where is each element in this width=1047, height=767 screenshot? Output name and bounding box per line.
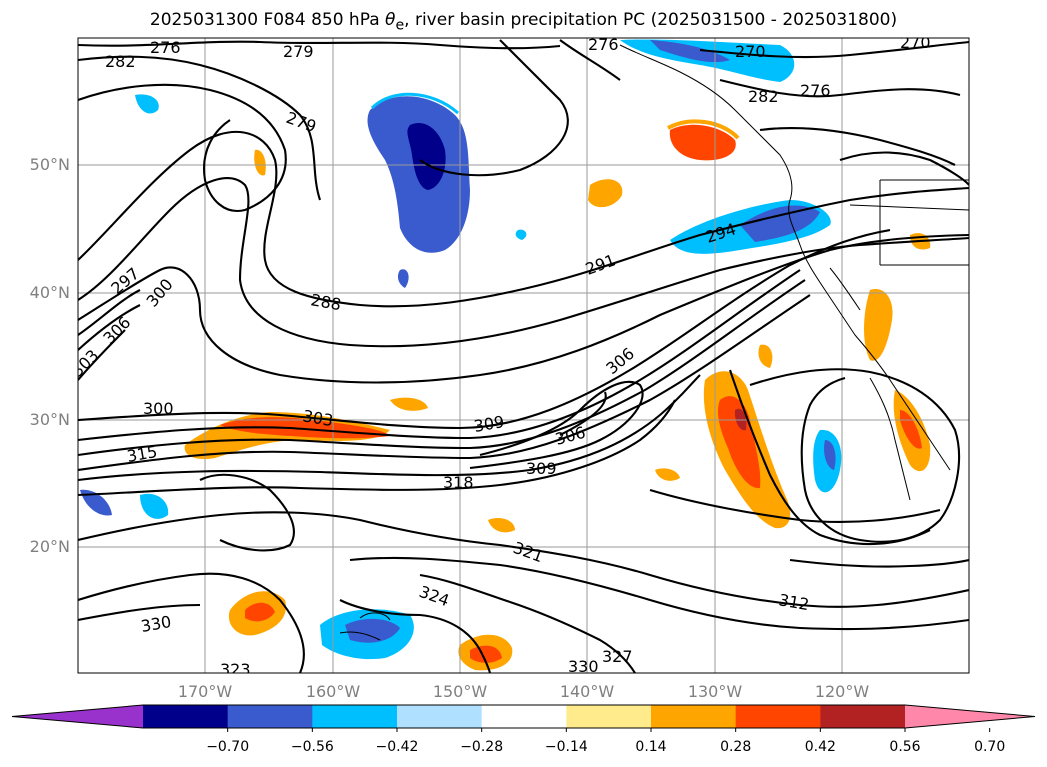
contour-label: 282: [748, 87, 779, 106]
colorbar-segment: [566, 705, 652, 728]
lat-label: 50°N: [29, 155, 70, 174]
contour-label: 323: [220, 660, 251, 679]
contour-label: 288: [309, 290, 342, 314]
contour-label: 315: [125, 442, 158, 466]
colorbar-segment: [143, 705, 229, 728]
lon-label: 170°W: [177, 682, 233, 701]
contour-label: 270: [735, 42, 766, 61]
contour-label: 324: [417, 582, 452, 610]
colorbar-tick-label: −0.14: [544, 739, 588, 755]
contour-labels: 276 279 282 279 276 270 270 282 276 294 …: [67, 33, 931, 679]
contour-label: 330: [568, 657, 599, 676]
contour-label: 303: [67, 346, 102, 381]
lon-label: 130°W: [687, 682, 743, 701]
contour-label: 276: [800, 81, 831, 100]
map-title: 2025031300 F084 850 hPa θe, river basin …: [149, 10, 898, 34]
contour-label: 276: [588, 35, 619, 54]
contour-label: 309: [472, 412, 505, 436]
contour-label: 306: [602, 344, 638, 378]
lon-label: 120°W: [814, 682, 870, 701]
contour-label: 279: [283, 42, 314, 61]
colorbar-extend-high: [905, 705, 1035, 728]
lat-label: 30°N: [29, 410, 70, 429]
contour-label: 327: [602, 647, 633, 666]
colorbar-tick-label: 0.28: [720, 739, 752, 755]
lat-label: 20°N: [29, 537, 70, 556]
colorbar-segment: [735, 705, 821, 728]
colorbar: [11, 704, 1036, 732]
contour-label: 300: [143, 399, 174, 418]
colorbar-tick-label: −0.42: [375, 739, 419, 755]
contour-label: 300: [143, 275, 177, 311]
colorbar-segment: [481, 705, 567, 728]
colorbar-tick-label: −0.28: [460, 739, 504, 755]
lon-label: 150°W: [432, 682, 488, 701]
precip-shading: [80, 39, 931, 671]
contour-label: 321: [511, 538, 546, 566]
contour-label: 270: [900, 33, 931, 52]
contour-label: 306: [99, 313, 134, 348]
contour-label: 309: [526, 459, 557, 478]
colorbar-extend-low: [12, 705, 143, 728]
colorbar-segment: [397, 705, 483, 728]
colorbar-segment: [227, 705, 313, 728]
contour-label: 291: [583, 250, 618, 278]
colorbar-outline: [11, 704, 1036, 729]
contour-label: 312: [777, 590, 810, 614]
contour-label: 279: [284, 108, 319, 136]
lat-label: 40°N: [29, 283, 70, 302]
graticule: [78, 38, 969, 673]
contour-label: 330: [139, 612, 172, 636]
colorbar-tick-label: 0.14: [635, 739, 667, 755]
contour-label: 276: [150, 38, 181, 57]
contour-label: 282: [105, 52, 136, 71]
lon-label: 160°W: [305, 682, 361, 701]
coastlines: [339, 44, 969, 641]
colorbar-segment: [820, 705, 906, 728]
colorbar-segment: [312, 705, 398, 728]
colorbar-tick-label: −0.56: [290, 739, 334, 755]
colorbar-segment: [651, 705, 737, 728]
colorbar-tick-label: 0.70: [974, 739, 1006, 755]
theta-e-contours: [78, 39, 969, 673]
colorbar-tick-label: 0.42: [804, 739, 836, 755]
colorbar-tick-label: 0.56: [889, 739, 921, 755]
plot-frame: [77, 37, 970, 674]
lon-label: 140°W: [559, 682, 615, 701]
contour-label: 318: [443, 473, 474, 492]
colorbar-tick-label: −0.70: [206, 739, 250, 755]
